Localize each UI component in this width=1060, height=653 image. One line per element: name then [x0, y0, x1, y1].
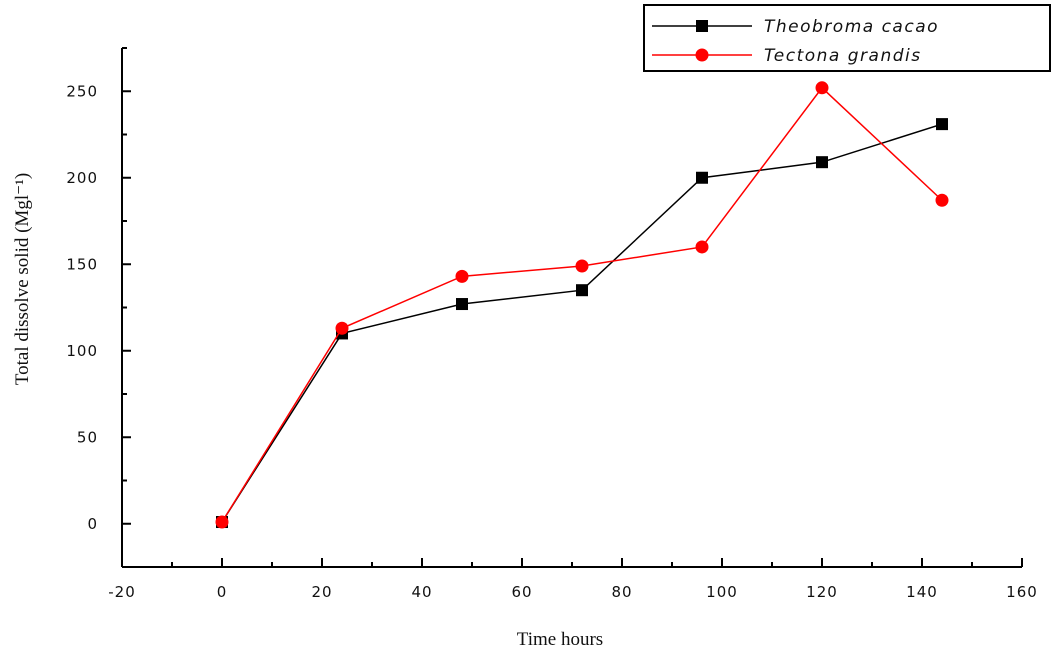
y-tick-label: 250	[66, 82, 98, 100]
data-point	[696, 171, 708, 184]
series-line	[221, 123, 943, 523]
legend-box	[643, 4, 1051, 72]
x-tick-label: 160	[1006, 583, 1038, 601]
y-tick-label: 0	[87, 515, 98, 533]
y-tick-label: 50	[77, 428, 98, 446]
data-point	[935, 193, 949, 207]
y-tick-label: 100	[66, 342, 98, 360]
data-point	[695, 240, 709, 254]
legend-label: Tectona grandis	[764, 46, 922, 66]
y-axis-title: Total dissolve solid (Mgl⁻¹)	[12, 173, 33, 385]
legend-label: Theobroma cacao	[764, 17, 939, 37]
x-tick-label: -20	[108, 583, 136, 601]
data-point	[815, 81, 829, 95]
x-tick-label: 40	[411, 583, 432, 601]
data-point	[575, 259, 589, 273]
legend: Theobroma cacao Tectona grandis	[643, 4, 1051, 72]
legend-marker	[696, 20, 708, 32]
data-point	[936, 118, 948, 131]
x-tick-label: 80	[611, 583, 632, 601]
x-tick-label: 120	[806, 583, 838, 601]
x-tick-label: 60	[511, 583, 532, 601]
x-tick-label: 100	[706, 583, 738, 601]
legend-marker	[695, 48, 709, 62]
x-axis-ticks: -20 0 20 40 60 80 100 120 140 160	[108, 558, 1038, 601]
y-axis-ticks: 0 50 100 150 200 250	[66, 47, 131, 568]
data-point	[335, 321, 349, 335]
data-point	[215, 515, 229, 529]
axes: 0 50 100 150 200 250 -20 0 20 40 60 80 100 120 140 160	[66, 47, 1038, 601]
series-tectona-grandis	[215, 81, 949, 529]
x-axis-title: Time hours	[517, 629, 603, 650]
series-theobroma-cacao	[216, 118, 948, 529]
data-point	[455, 269, 469, 283]
series-line	[221, 86, 943, 523]
x-tick-label: 20	[311, 583, 332, 601]
x-tick-label: 0	[217, 583, 228, 601]
legend-item: Tectona grandis	[652, 46, 922, 66]
data-point	[816, 156, 828, 169]
x-tick-label: 140	[906, 583, 938, 601]
y-tick-label: 150	[66, 255, 98, 273]
y-tick-label: 200	[66, 169, 98, 187]
plot-series	[215, 81, 949, 529]
legend-item: Theobroma cacao	[652, 17, 939, 37]
data-point	[456, 298, 468, 311]
data-point	[576, 284, 588, 297]
